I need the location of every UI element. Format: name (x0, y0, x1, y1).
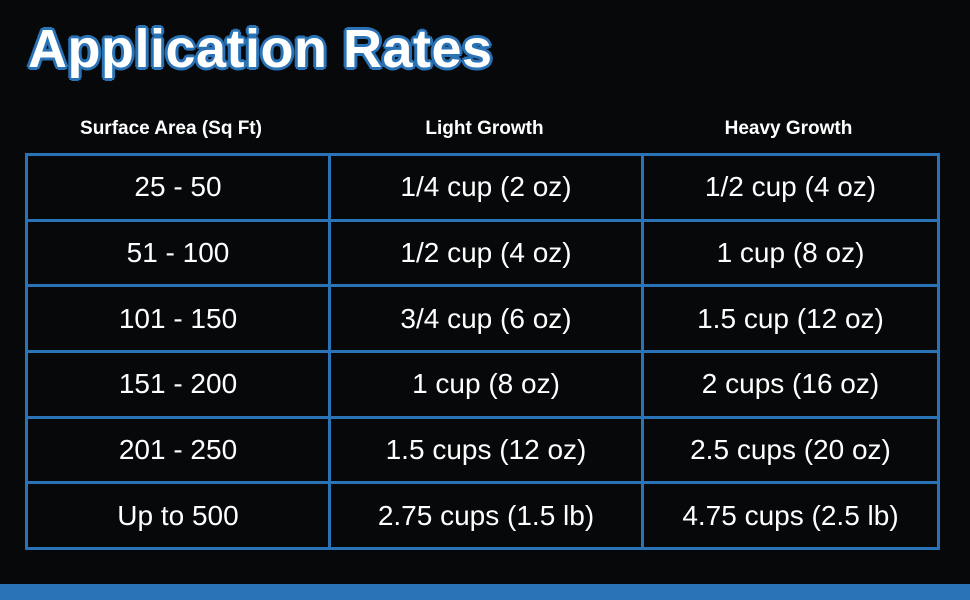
table-row: 25 - 50 1/4 cup (2 oz) 1/2 cup (4 oz) (25, 153, 940, 222)
cell-light-growth: 1 cup (8 oz) (328, 349, 644, 419)
cell-light-growth: 1/2 cup (4 oz) (328, 218, 644, 288)
table-row: 51 - 100 1/2 cup (4 oz) 1 cup (8 oz) (25, 218, 940, 288)
cell-surface-area: 201 - 250 (25, 415, 331, 485)
column-header-surface-area: Surface Area (Sq Ft) (80, 118, 262, 139)
cell-heavy-growth: 1 cup (8 oz) (641, 218, 940, 288)
table-header-row: Surface Area (Sq Ft) Light Growth Heavy … (26, 118, 936, 144)
table-row: 151 - 200 1 cup (8 oz) 2 cups (16 oz) (25, 349, 940, 419)
cell-surface-area: 25 - 50 (25, 153, 331, 222)
cell-surface-area: 101 - 150 (25, 284, 331, 353)
table-row: 201 - 250 1.5 cups (12 oz) 2.5 cups (20 … (25, 415, 940, 485)
cell-light-growth: 2.75 cups (1.5 lb) (328, 481, 644, 550)
cell-heavy-growth: 4.75 cups (2.5 lb) (641, 481, 940, 550)
cell-surface-area: 51 - 100 (25, 218, 331, 288)
cell-surface-area: Up to 500 (25, 481, 331, 550)
cell-heavy-growth: 2.5 cups (20 oz) (641, 415, 940, 485)
page-title: Application Rates (28, 19, 493, 79)
cell-heavy-growth: 1/2 cup (4 oz) (641, 153, 940, 222)
cell-heavy-growth: 2 cups (16 oz) (641, 349, 940, 419)
application-rates-table: 25 - 50 1/4 cup (2 oz) 1/2 cup (4 oz) 51… (25, 153, 940, 550)
column-header-light-growth: Light Growth (425, 118, 544, 139)
cell-surface-area: 151 - 200 (25, 349, 331, 419)
cell-heavy-growth: 1.5 cup (12 oz) (641, 284, 940, 353)
column-header-heavy-growth: Heavy Growth (724, 118, 853, 139)
bottom-accent-bar (0, 584, 970, 600)
cell-light-growth: 3/4 cup (6 oz) (328, 284, 644, 353)
cell-light-growth: 1.5 cups (12 oz) (328, 415, 644, 485)
cell-light-growth: 1/4 cup (2 oz) (328, 153, 644, 222)
table-row: Up to 500 2.75 cups (1.5 lb) 4.75 cups (… (25, 481, 940, 550)
table-row: 101 - 150 3/4 cup (6 oz) 1.5 cup (12 oz) (25, 284, 940, 353)
